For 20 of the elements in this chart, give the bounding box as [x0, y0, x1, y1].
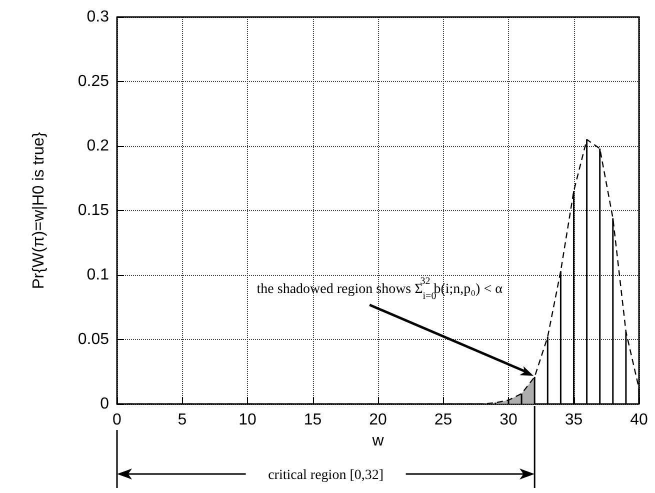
- annotation: the shadowed region shows Σ$_{i=0}$$^{32}$ b(i;n,p₀) < α: [256, 276, 504, 302]
- x-tick-label: 40: [630, 412, 648, 428]
- y-axis-title: Pr{W(π)=w|H0 is true}: [30, 131, 48, 290]
- x-tick-label: 35: [564, 412, 583, 428]
- x-tick-label: 15: [304, 412, 322, 428]
- x-tick-label: 20: [369, 412, 387, 428]
- x-tick-label: 5: [178, 412, 187, 428]
- y-tick-label: 0.2: [86, 138, 110, 154]
- y-tick-label: 0.1: [86, 266, 110, 284]
- x-tick-label: 10: [238, 412, 256, 428]
- x-tick-label: 25: [434, 412, 452, 428]
- y-tick-label: 0.25: [78, 73, 110, 90]
- y-tick-label: 0.3: [86, 8, 110, 26]
- text: critical region [0,32]: [268, 468, 384, 483]
- x-axis-title: w: [371, 432, 384, 450]
- x-tick-label: 30: [500, 412, 518, 428]
- y-tick-label: 0.05: [78, 331, 110, 348]
- y-tick-label: 0.15: [78, 202, 110, 219]
- x-tick-label: 0: [112, 412, 122, 428]
- y-tick-label: 0: [100, 396, 110, 412]
